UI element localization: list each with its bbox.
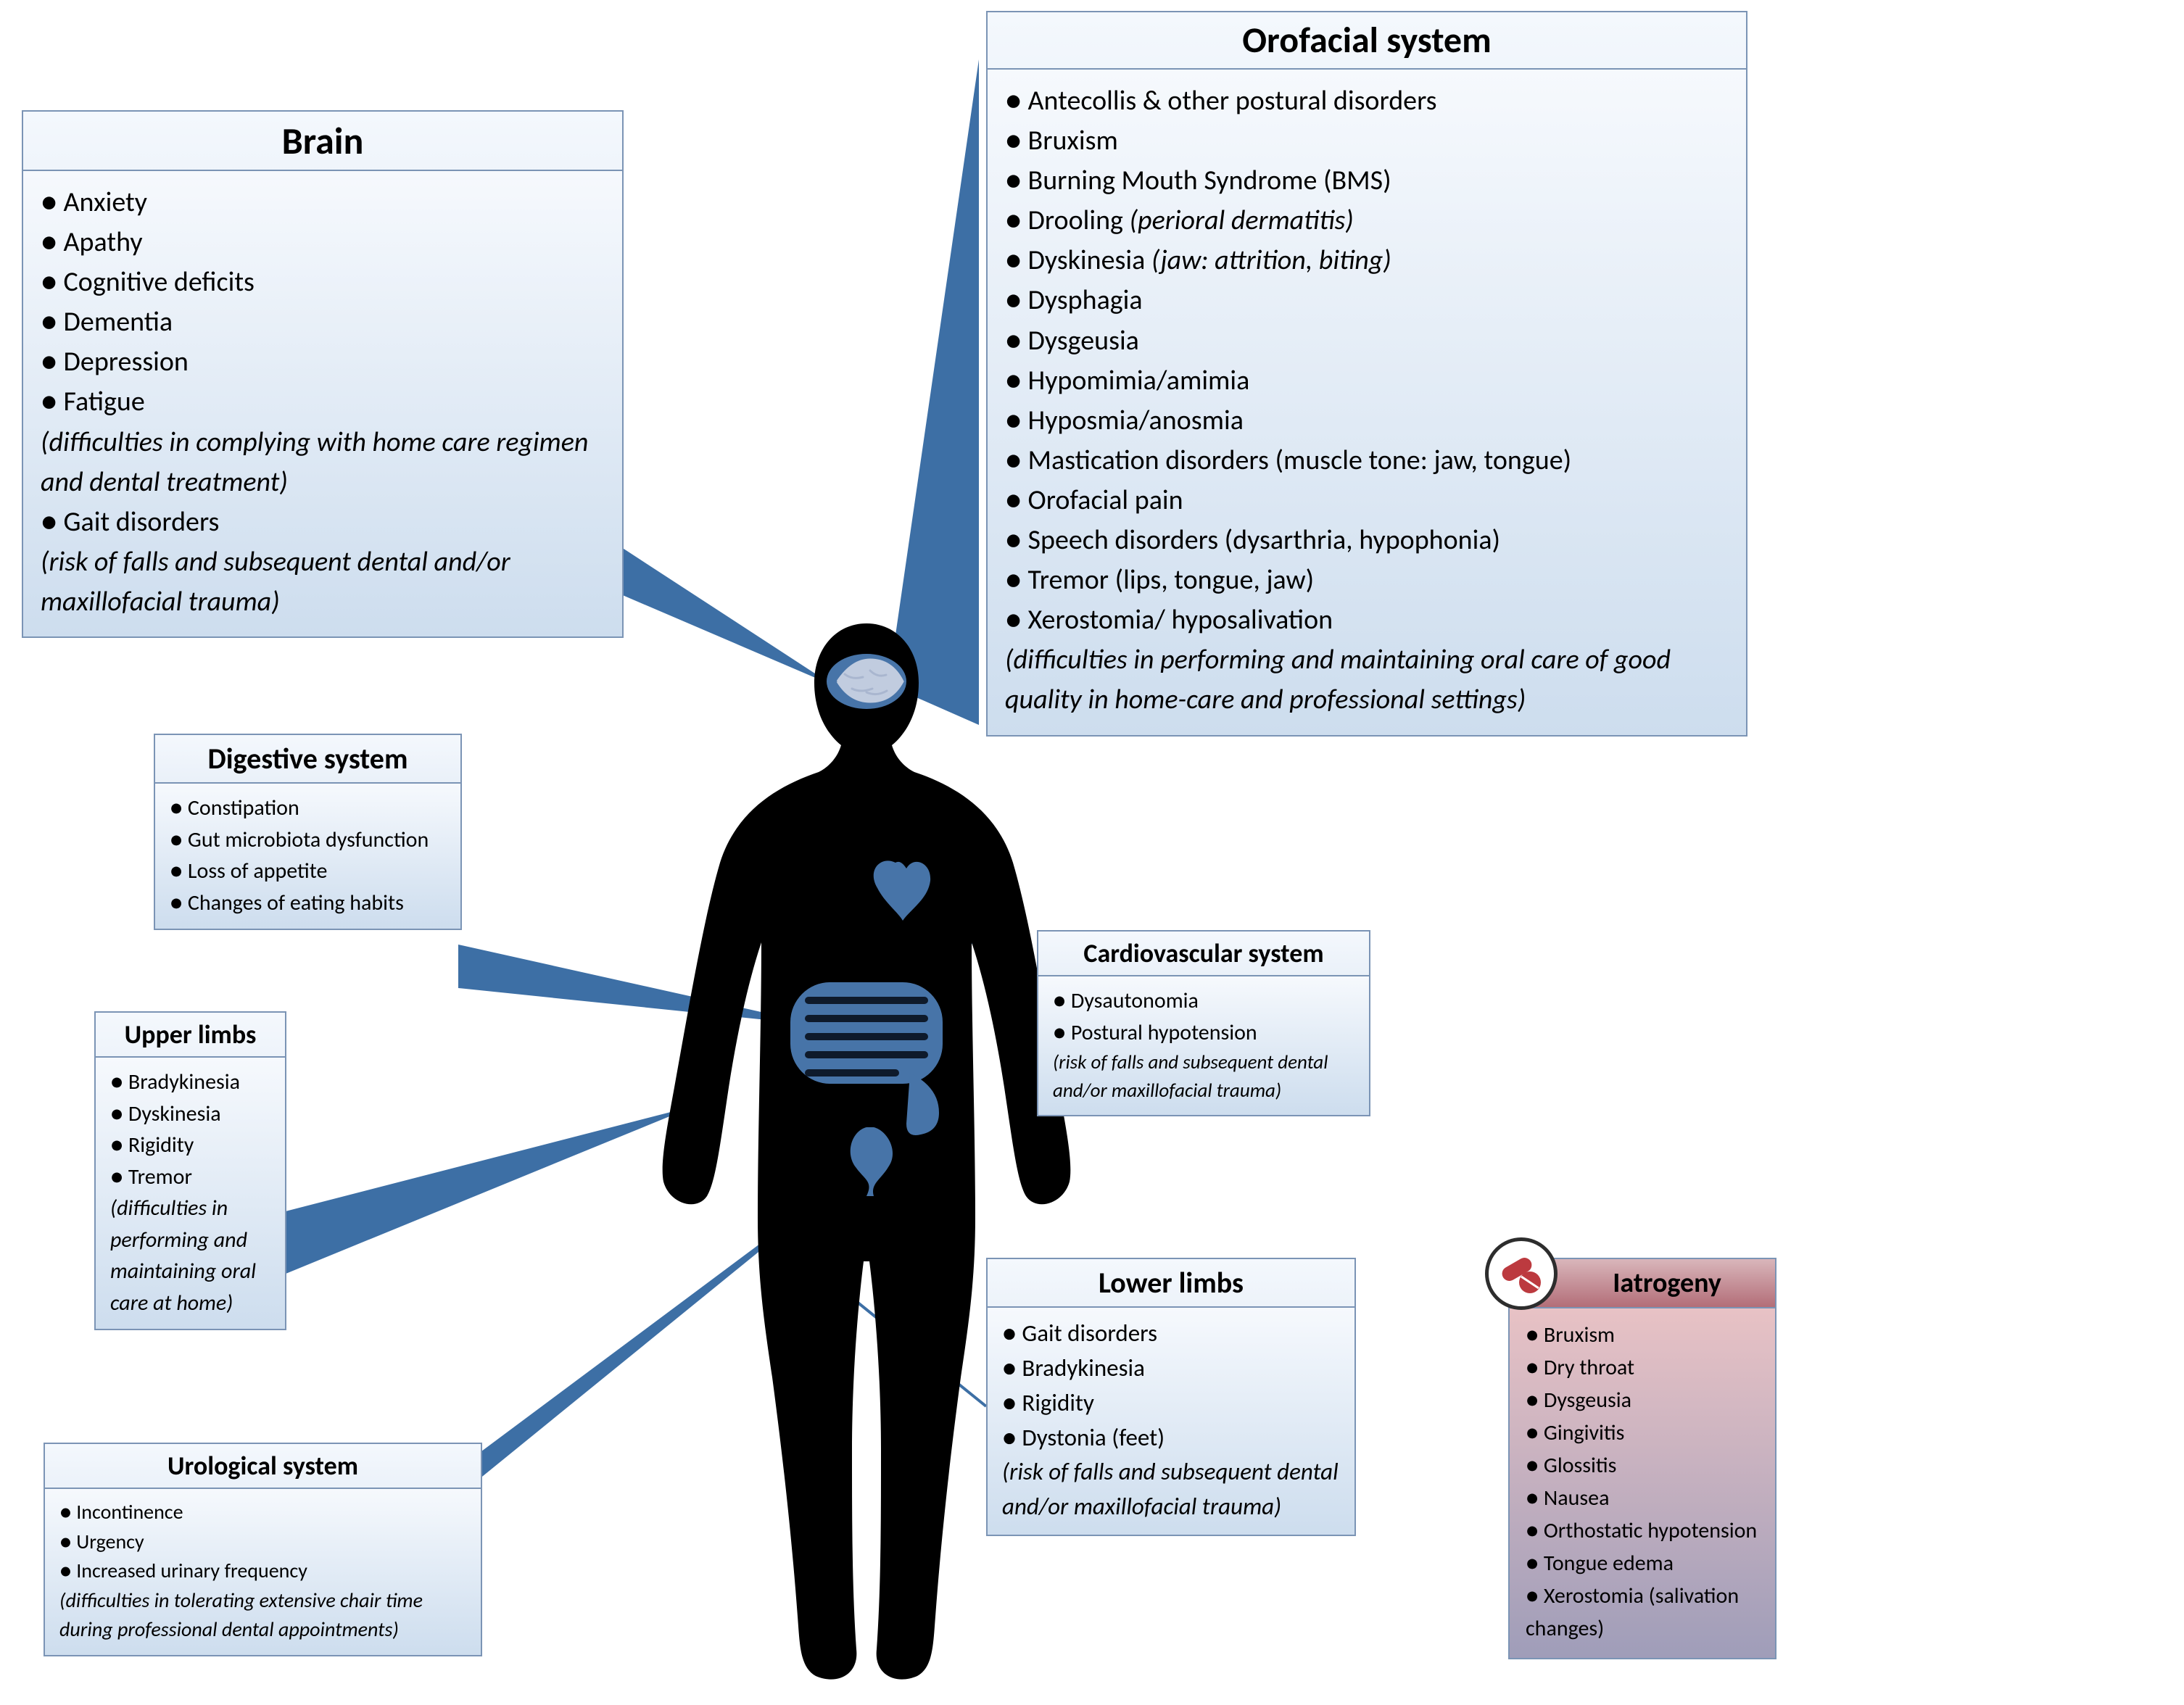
- connector-upper-limbs: [277, 1105, 696, 1277]
- urological-box: Urological system Incontinence Urgency I…: [44, 1443, 482, 1656]
- orofacial-body: Antecollis & other postural disorders Br…: [988, 68, 1746, 735]
- brain-items: Anxiety Apathy Cognitive deficits Dement…: [41, 183, 605, 423]
- brain-body: Anxiety Apathy Cognitive deficits Dement…: [23, 170, 622, 636]
- digestive-box: Digestive system Constipation Gut microb…: [154, 734, 462, 930]
- orofacial-box: Orofacial system Antecollis & other post…: [986, 11, 1747, 737]
- upper-limbs-box: Upper limbs Bradykinesia Dyskinesia Rigi…: [94, 1011, 286, 1330]
- orofacial-title: Orofacial system: [988, 12, 1746, 68]
- pill-icon: [1485, 1237, 1558, 1310]
- brain-title: Brain: [23, 112, 622, 170]
- lower-limbs-box: Lower limbs Gait disorders Bradykinesia …: [986, 1258, 1356, 1536]
- brain-box: Brain Anxiety Apathy Cognitive deficits …: [22, 110, 624, 638]
- cardio-box: Cardiovascular system Dysautonomia Postu…: [1037, 930, 1370, 1116]
- iatrogeny-box: Iatrogeny Bruxism Dry throat Dysgeusia G…: [1508, 1258, 1776, 1659]
